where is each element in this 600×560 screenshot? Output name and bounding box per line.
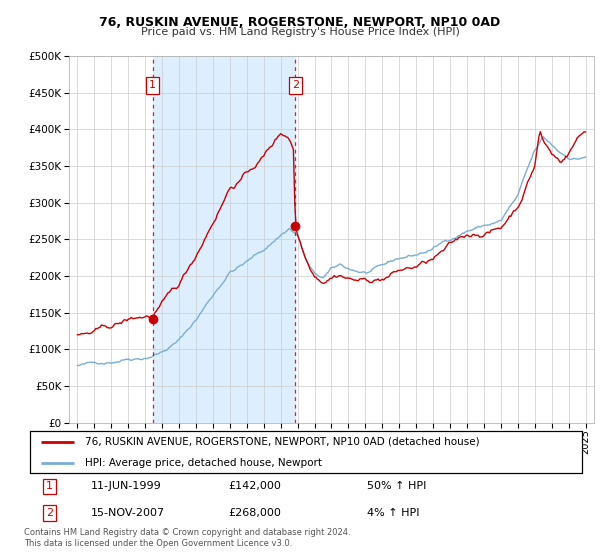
Bar	[152, 56, 295, 423]
Text: 76, RUSKIN AVENUE, ROGERSTONE, NEWPORT, NP10 0AD: 76, RUSKIN AVENUE, ROGERSTONE, NEWPORT, …	[100, 16, 500, 29]
Text: 2: 2	[46, 508, 53, 518]
Text: 50% ↑ HPI: 50% ↑ HPI	[367, 482, 426, 492]
Text: 1: 1	[46, 482, 53, 492]
Text: Price paid vs. HM Land Registry's House Price Index (HPI): Price paid vs. HM Land Registry's House …	[140, 27, 460, 37]
Text: £268,000: £268,000	[229, 508, 281, 518]
Text: £142,000: £142,000	[229, 482, 281, 492]
Text: 2: 2	[292, 80, 299, 90]
Text: 76, RUSKIN AVENUE, ROGERSTONE, NEWPORT, NP10 0AD (detached house): 76, RUSKIN AVENUE, ROGERSTONE, NEWPORT, …	[85, 437, 480, 447]
Text: HPI: Average price, detached house, Newport: HPI: Average price, detached house, Newp…	[85, 458, 322, 468]
Text: 4% ↑ HPI: 4% ↑ HPI	[367, 508, 419, 518]
Text: 15-NOV-2007: 15-NOV-2007	[91, 508, 165, 518]
Text: 1: 1	[149, 80, 156, 90]
Text: 11-JUN-1999: 11-JUN-1999	[91, 482, 161, 492]
Text: Contains HM Land Registry data © Crown copyright and database right 2024.
This d: Contains HM Land Registry data © Crown c…	[24, 528, 350, 548]
